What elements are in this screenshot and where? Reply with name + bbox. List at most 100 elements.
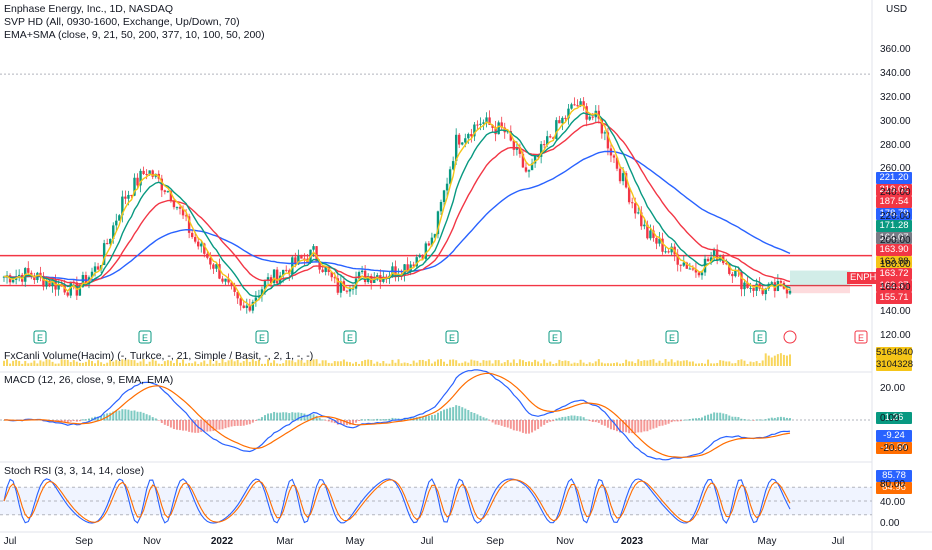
candle-body xyxy=(175,207,179,209)
macd-histogram-bar xyxy=(69,420,72,422)
svp-legend[interactable]: SVP HD (All, 0930-1600, Exchange, Up/Dow… xyxy=(4,16,240,28)
macd-histogram-bar xyxy=(406,418,409,421)
volume-bar xyxy=(694,363,697,366)
macd-histogram-bar xyxy=(103,414,106,421)
currency-label: USD xyxy=(886,4,908,15)
candle-body xyxy=(190,232,194,238)
volume-bar xyxy=(36,363,39,366)
macd-histogram-bar xyxy=(573,415,576,421)
candle-body xyxy=(272,269,276,284)
earnings-label: E xyxy=(37,333,43,343)
macd-histogram-bar xyxy=(185,420,188,431)
candle-body xyxy=(709,257,713,262)
candle-body xyxy=(646,224,649,239)
macd-histogram-bar xyxy=(312,414,315,421)
price-tick-label: 120.00 xyxy=(880,330,911,342)
macd-histogram-bar xyxy=(546,420,549,423)
macd-histogram-bar xyxy=(503,420,506,427)
macd-histogram-bar xyxy=(130,410,133,421)
macd-histogram-bar xyxy=(427,415,430,421)
volume-bar xyxy=(470,359,473,366)
macd-histogram-bar xyxy=(148,415,151,421)
candle-body xyxy=(63,286,66,293)
volume-bar xyxy=(300,360,303,366)
earnings-label: E xyxy=(552,333,558,343)
candle-body xyxy=(691,268,695,270)
macd-histogram-bar xyxy=(91,417,94,421)
macd-histogram-bar xyxy=(239,420,242,426)
volume-bar xyxy=(524,361,527,366)
candle-body xyxy=(421,255,424,259)
macd-legend[interactable]: MACD (12, 26, close, 9, EMA, EMA) xyxy=(4,374,174,386)
candle-body xyxy=(570,104,573,109)
macd-histogram-bar xyxy=(776,417,779,421)
macd-histogram-bar xyxy=(358,420,361,421)
volume-bar xyxy=(734,363,737,366)
macd-histogram-bar xyxy=(625,420,628,433)
macd-histogram-bar xyxy=(694,418,697,421)
macd-histogram-bar xyxy=(524,420,527,434)
candle-body xyxy=(561,117,564,124)
volume-bar xyxy=(118,361,121,366)
macd-histogram-bar xyxy=(394,418,397,421)
candle-body xyxy=(333,277,336,279)
volume-bar xyxy=(570,363,573,366)
candle-body xyxy=(187,216,191,233)
volume-bar xyxy=(509,362,512,366)
volume-bar xyxy=(655,362,658,366)
volume-bar xyxy=(767,355,770,366)
volume-bar xyxy=(421,359,424,366)
volume-bar xyxy=(63,359,66,366)
macd-histogram-bar xyxy=(367,419,370,421)
candle-body xyxy=(285,269,288,271)
candle-body xyxy=(600,118,604,134)
macd-histogram-bar xyxy=(446,408,449,421)
macd-histogram-bar xyxy=(658,420,661,427)
candle-body xyxy=(78,286,82,296)
candle-body xyxy=(573,104,576,106)
volume-bar xyxy=(728,361,731,366)
volume-bar xyxy=(473,360,476,366)
price-tick-label: 320.00 xyxy=(880,91,911,103)
candle-body xyxy=(731,273,734,277)
ma-legend[interactable]: EMA+SMA (close, 9, 21, 50, 200, 377, 10,… xyxy=(4,29,265,41)
volume-bar xyxy=(758,363,761,366)
macd-histogram-bar xyxy=(191,420,194,433)
candle-body xyxy=(521,153,525,168)
volume-legend[interactable]: FxCanli Volume(Hacim) (-, Turkce, -, 21,… xyxy=(4,350,314,362)
volume-bar xyxy=(697,363,700,366)
candle-body xyxy=(640,212,643,227)
macd-histogram-bar xyxy=(749,419,752,421)
candle-body xyxy=(637,212,640,214)
macd-histogram-bar xyxy=(224,420,227,429)
volume-bar xyxy=(646,360,649,366)
macd-histogram-bar xyxy=(500,420,503,426)
volume-bar xyxy=(528,361,531,366)
candle-body xyxy=(227,278,230,283)
time-axis-label: Jul xyxy=(420,536,434,547)
candle-body xyxy=(725,263,728,265)
macd-histogram-bar xyxy=(561,416,564,421)
candle-body xyxy=(652,230,655,238)
volume-bar xyxy=(148,361,151,366)
macd-histogram-bar xyxy=(200,420,203,433)
price-tick-label: 280.00 xyxy=(880,139,911,151)
macd-histogram-bar xyxy=(194,420,197,433)
candle-body xyxy=(579,101,582,107)
macd-histogram-bar xyxy=(318,417,321,421)
candle-body xyxy=(145,173,148,175)
volume-bar xyxy=(127,359,130,366)
macd-histogram-bar xyxy=(567,416,570,421)
symbol-legend[interactable]: Enphase Energy, Inc., 1D, NASDAQ xyxy=(4,3,174,15)
macd-histogram-bar xyxy=(385,419,388,421)
candle-body xyxy=(139,170,142,186)
volume-bar xyxy=(21,363,24,366)
macd-histogram-bar xyxy=(321,419,324,421)
candle-body xyxy=(251,301,255,311)
stoch-legend[interactable]: Stoch RSI (3, 3, 14, 14, close) xyxy=(4,465,145,477)
candle-body xyxy=(649,230,652,239)
macd-histogram-bar xyxy=(518,420,521,432)
candle-body xyxy=(627,187,631,203)
candle-body xyxy=(93,266,97,272)
macd-histogram-bar xyxy=(443,409,446,421)
